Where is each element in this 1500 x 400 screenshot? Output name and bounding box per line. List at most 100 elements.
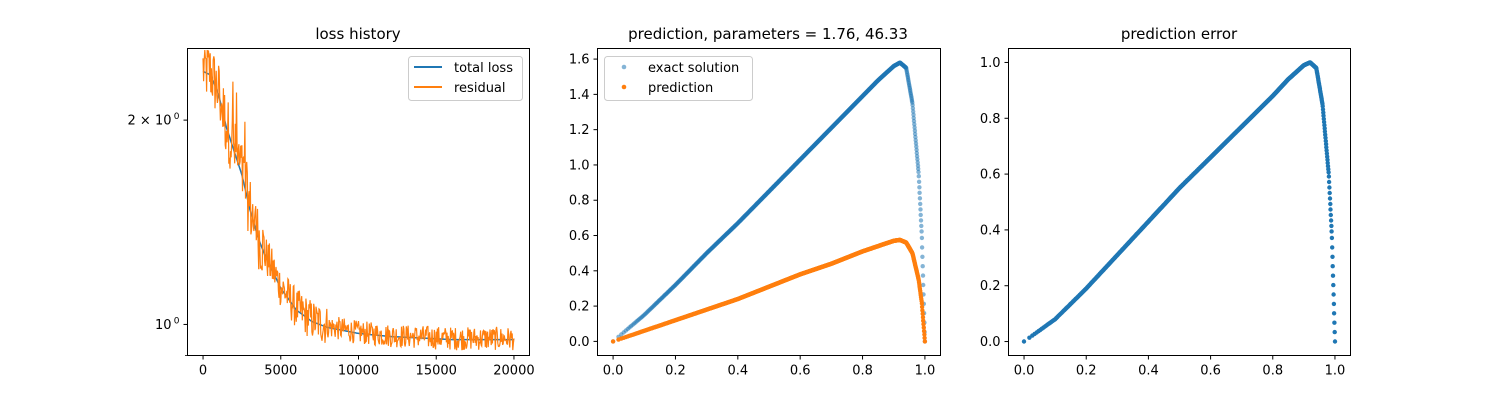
y-tick-label: 1.0 [980, 56, 1001, 71]
scatter-point [1321, 113, 1326, 118]
y-tick-label: 0.6 [569, 229, 590, 244]
scatter-point [920, 264, 925, 269]
scatter-point [910, 102, 915, 108]
y-tick-label: 1.6 [569, 53, 590, 68]
scatter-point [915, 160, 920, 165]
y-tick-label: 0.2 [569, 300, 590, 315]
scatter-point [921, 318, 926, 323]
scatter-point [1322, 123, 1327, 128]
scatter-point [912, 125, 917, 130]
prediction-axes-frame [597, 48, 941, 356]
scatter-point [1332, 320, 1337, 325]
scatter-point [911, 118, 917, 124]
scatter-point [920, 273, 926, 278]
scatter-point [1320, 107, 1326, 112]
scatter-point [918, 218, 924, 223]
scatter-point [1322, 129, 1328, 134]
legend-label-total-loss: total loss [454, 61, 513, 76]
y-tick-exponent: 0 [174, 316, 180, 326]
scatter-point [1329, 235, 1335, 241]
scatter-point [918, 201, 923, 207]
legend-label-exact-solution: exact solution [648, 61, 739, 76]
scatter-point [913, 134, 918, 140]
y-tick-label: 2 × 10 [128, 114, 172, 129]
scatter-point [921, 328, 927, 334]
x-tick-label: 0.2 [665, 364, 686, 379]
scatter-point [1330, 245, 1335, 250]
scatter-point [1328, 201, 1333, 207]
prediction-error-plot-area [1021, 60, 1338, 344]
x-tick-label: 0 [199, 364, 207, 379]
scatter-point [1331, 282, 1336, 288]
prediction-x-ticks: 0.0 0.2 0.4 0.6 0.8 1.0 [603, 355, 936, 379]
scatter-point [917, 196, 923, 201]
y-tick-label: 0.4 [569, 264, 590, 279]
scatter-point [912, 122, 917, 127]
loss-history-x-ticks: 0 5000 10000 15000 20000 [199, 355, 535, 379]
scatter-point [911, 115, 916, 121]
prediction-plot-area [610, 60, 928, 344]
y-tick-label: 0.0 [569, 335, 590, 350]
scatter-point [1326, 179, 1332, 185]
scatter-point [914, 144, 919, 149]
scatter-point [911, 112, 916, 117]
scatter-point [922, 339, 928, 344]
scatter-point [1327, 185, 1332, 190]
loss-history-y-ticks: 10 02 × 10 0 [128, 112, 188, 356]
x-tick-label: 0.8 [1262, 364, 1283, 379]
loss-history-title: loss history [315, 25, 400, 43]
y-tick-label: 0.8 [980, 112, 1001, 127]
scatter-point [911, 109, 916, 114]
scatter-point [1326, 174, 1332, 179]
x-tick-label: 0.8 [852, 364, 873, 379]
legend-label-prediction: prediction [648, 81, 713, 96]
scatter-point [919, 304, 925, 310]
scatter-point [1021, 339, 1027, 344]
scatter-point [914, 147, 919, 152]
x-tick-label: 5000 [264, 364, 297, 379]
scatter-point [1325, 160, 1330, 166]
x-tick-label: 0.6 [790, 364, 811, 379]
scatter-point [1324, 151, 1330, 156]
scatter-point [1329, 223, 1334, 229]
y-tick-label: 0.0 [980, 335, 1001, 350]
prediction-error-title: prediction error [1121, 25, 1238, 43]
y-tick-label: 1.2 [569, 123, 590, 138]
scatter-point [1331, 292, 1336, 297]
scatter-point [919, 301, 925, 306]
scatter-point [1328, 218, 1334, 223]
scatter-point [915, 157, 920, 162]
scatter-point [916, 179, 922, 184]
prediction-panel: prediction, parameters = 1.76, 46.33 0.0… [569, 25, 941, 379]
legend-marker-exact-solution [621, 64, 627, 70]
y-tick-label: 10 [155, 318, 172, 333]
scatter-point [919, 245, 925, 250]
prediction-legend-box [604, 56, 753, 101]
scatter-point [917, 185, 922, 190]
loss-history-plot-area [202, 49, 515, 351]
prediction-error-x-ticks: 0.0 0.2 0.4 0.6 0.8 1.0 [1014, 355, 1345, 379]
x-tick-label: 1.0 [915, 364, 936, 379]
y-tick-exponent: 0 [174, 112, 180, 122]
scatter-point [1330, 273, 1336, 278]
scatter-point [918, 212, 923, 218]
x-tick-label: 0.4 [727, 364, 748, 379]
scatter-point [1332, 339, 1338, 344]
scatter-point [917, 190, 922, 195]
x-tick-label: 0.6 [1200, 364, 1221, 379]
x-tick-label: 0.2 [1076, 364, 1097, 379]
x-tick-label: 20000 [493, 364, 534, 379]
scatter-point [1329, 229, 1334, 234]
loss-history-legend: total loss residual [408, 56, 523, 101]
scatter-point [914, 150, 919, 156]
scatter-point [921, 282, 926, 288]
scatter-point [1328, 212, 1334, 218]
x-tick-label: 10000 [338, 364, 379, 379]
scatter-point [919, 229, 924, 234]
prediction-error-axes-frame [1008, 48, 1351, 356]
scatter-point [921, 322, 926, 327]
scatter-point [921, 325, 926, 330]
scatter-point [1320, 104, 1325, 109]
scatter-point [912, 128, 918, 133]
